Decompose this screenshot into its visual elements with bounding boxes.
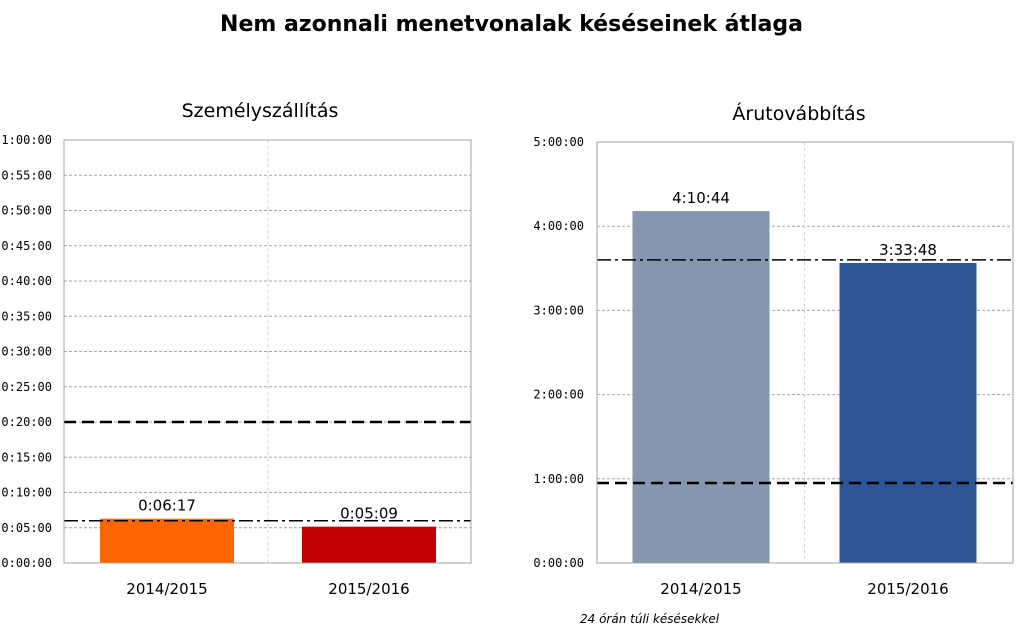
chart-passenger-data-labels: 0:06:17 0:05:09 (138, 497, 398, 523)
x-tick-label: 2014/2015 (126, 580, 207, 598)
chart-freight-y-axis: 0:00:00 1:00:00 2:00:00 3:00:00 4:00:00 5:00:… (533, 135, 584, 570)
y-tick-label: 5:00:00 (533, 135, 584, 149)
y-tick-label: 1:00:00 (533, 472, 584, 486)
chart-passenger-reference-lines (64, 420, 471, 522)
chart-freight-title: Árutovábbítás (732, 102, 865, 125)
footnote: 24 órán túli késésekkel (580, 612, 720, 626)
y-tick-label: 0:25:00 (1, 380, 52, 394)
bar-passenger-0 (100, 518, 234, 563)
chart-freight-x-axis: 2014/2015 2015/2016 (660, 580, 948, 598)
y-tick-label: 1:00:00 (1, 133, 52, 147)
page-title: Nem azonnali menetvonalak késéseinek átl… (220, 12, 803, 37)
chart-passenger-bars (100, 518, 436, 563)
x-tick-label: 2015/2016 (328, 580, 409, 598)
bar-freight-0 (632, 211, 770, 563)
bar-passenger-1 (302, 526, 436, 563)
y-tick-label: 0:00:00 (533, 556, 584, 570)
data-label: 0:05:09 (340, 505, 398, 523)
y-tick-label: 0:50:00 (1, 204, 52, 218)
y-tick-label: 0:10:00 (1, 486, 52, 500)
y-tick-label: 2:00:00 (533, 388, 584, 402)
y-tick-label: 0:15:00 (1, 450, 52, 464)
data-label: 0:06:17 (138, 497, 196, 515)
y-tick-label: 3:00:00 (533, 303, 584, 317)
y-tick-label: 0:05:00 (1, 521, 52, 535)
y-tick-label: 0:55:00 (1, 168, 52, 182)
y-tick-label: 0:00:00 (1, 556, 52, 570)
x-tick-label: 2014/2015 (660, 580, 741, 598)
data-label: 4:10:44 (672, 189, 730, 207)
chart-passenger-y-axis: 0:00:00 0:05:00 0:10:00 0:15:00 0:20:00 0:25:… (1, 133, 52, 570)
chart-freight-reference-lines (597, 259, 1013, 485)
y-tick-label: 4:00:00 (533, 219, 584, 233)
chart-passenger-x-axis: 2014/2015 2015/2016 (126, 580, 409, 598)
y-tick-label: 0:30:00 (1, 345, 52, 359)
chart-passenger-grid (64, 140, 471, 563)
chart-passenger-title: Személyszállítás (182, 100, 339, 122)
y-tick-label: 0:40:00 (1, 274, 52, 288)
y-tick-label: 0:45:00 (1, 239, 52, 253)
data-label: 3:33:48 (879, 241, 937, 259)
chart-freight-bars (632, 211, 977, 563)
y-tick-label: 0:20:00 (1, 415, 52, 429)
y-tick-label: 0:35:00 (1, 309, 52, 323)
chart-passenger: Személyszállítás 0:00:000:05:000:10:000:… (1, 100, 472, 598)
chart-freight-plot-frame (596, 141, 1014, 564)
chart-freight: Árutovábbítás 0:00:00 1:00:00 2:00:00 3:00:… (533, 102, 1014, 598)
chart-passenger-plot-frame (63, 139, 472, 564)
bar-freight-1 (839, 262, 977, 563)
x-tick-label: 2015/2016 (867, 580, 948, 598)
chart-freight-data-labels: 4:10:44 3:33:48 (672, 189, 937, 259)
